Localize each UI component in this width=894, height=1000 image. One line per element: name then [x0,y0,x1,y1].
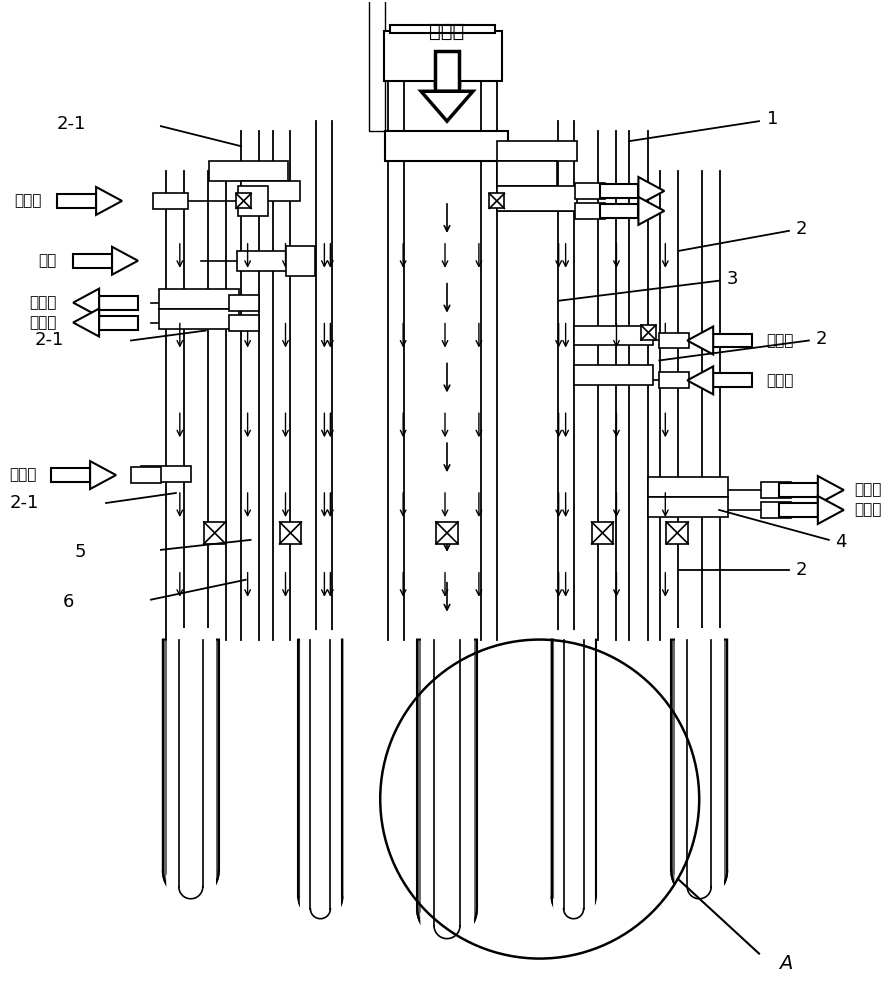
Text: 1: 1 [767,110,779,128]
Bar [159,309,239,329]
Text: 冷却水: 冷却水 [855,502,882,517]
Polygon shape [299,640,342,919]
Bar [660,333,689,348]
Bar [761,482,791,498]
Bar [648,477,728,497]
Bar [385,131,508,161]
Bar [229,315,258,331]
Text: 4: 4 [835,533,847,551]
Text: A: A [779,954,792,973]
Bar [435,51,459,91]
Bar [236,193,251,208]
Text: 6: 6 [63,593,74,611]
Bar [497,161,557,186]
Polygon shape [163,640,219,899]
Polygon shape [687,366,713,394]
Bar [436,522,458,544]
Bar [575,183,604,199]
Bar [238,186,267,216]
Bar [574,326,654,345]
Polygon shape [421,91,473,121]
Polygon shape [818,476,844,504]
Bar [159,289,239,309]
Bar [713,334,752,347]
Bar [648,497,728,517]
Text: 冷却水: 冷却水 [14,193,41,208]
Text: 气化剂: 气化剂 [429,22,465,41]
Polygon shape [552,640,595,919]
Bar [489,193,504,208]
Bar [285,246,316,276]
Text: 2: 2 [816,330,827,348]
Polygon shape [417,640,477,939]
Text: 气化剂: 气化剂 [766,373,793,388]
Text: 2: 2 [796,561,807,579]
Text: 冷却水: 冷却水 [9,468,37,483]
Text: 燃料: 燃料 [38,253,56,268]
Text: 冷却水: 冷却水 [766,333,793,348]
Bar [384,31,502,81]
Bar [73,254,112,268]
Polygon shape [96,187,122,215]
Text: 2: 2 [796,220,807,238]
Bar [57,194,96,208]
Bar [761,502,791,518]
Bar [204,522,225,544]
Text: 2-1: 2-1 [56,115,86,133]
Polygon shape [112,247,138,275]
Bar [660,372,689,388]
Bar [497,186,577,211]
Polygon shape [73,309,99,337]
Bar [153,193,188,209]
Bar [600,184,638,198]
Bar [131,467,161,483]
Polygon shape [90,461,116,489]
Bar [641,325,656,340]
Bar [575,203,604,219]
Polygon shape [687,327,713,354]
Bar [237,251,297,271]
Text: 冷却水: 冷却水 [855,483,882,498]
Bar [497,141,577,161]
Polygon shape [638,197,664,225]
Bar [666,522,688,544]
Text: 5: 5 [74,543,86,561]
Bar [434,46,460,85]
Polygon shape [671,640,727,899]
Bar [141,466,190,482]
Bar [574,365,654,385]
Text: 冷却水: 冷却水 [29,295,56,310]
Text: 冷却水: 冷却水 [29,315,56,330]
Polygon shape [73,289,99,317]
Bar [390,25,495,33]
Bar [713,373,752,387]
Text: 2-1: 2-1 [35,331,64,349]
Bar [779,503,818,517]
Bar [99,296,138,310]
Bar [229,295,258,311]
Polygon shape [818,496,844,524]
Bar [280,522,301,544]
Bar [592,522,613,544]
Bar [779,483,818,497]
Text: 2-1: 2-1 [10,494,39,512]
Bar [369,0,385,131]
Bar [208,161,289,181]
Bar [51,468,90,482]
Bar [99,316,138,330]
Bar [240,181,300,201]
Text: 3: 3 [727,270,738,288]
Polygon shape [638,177,664,205]
Bar [600,204,638,218]
